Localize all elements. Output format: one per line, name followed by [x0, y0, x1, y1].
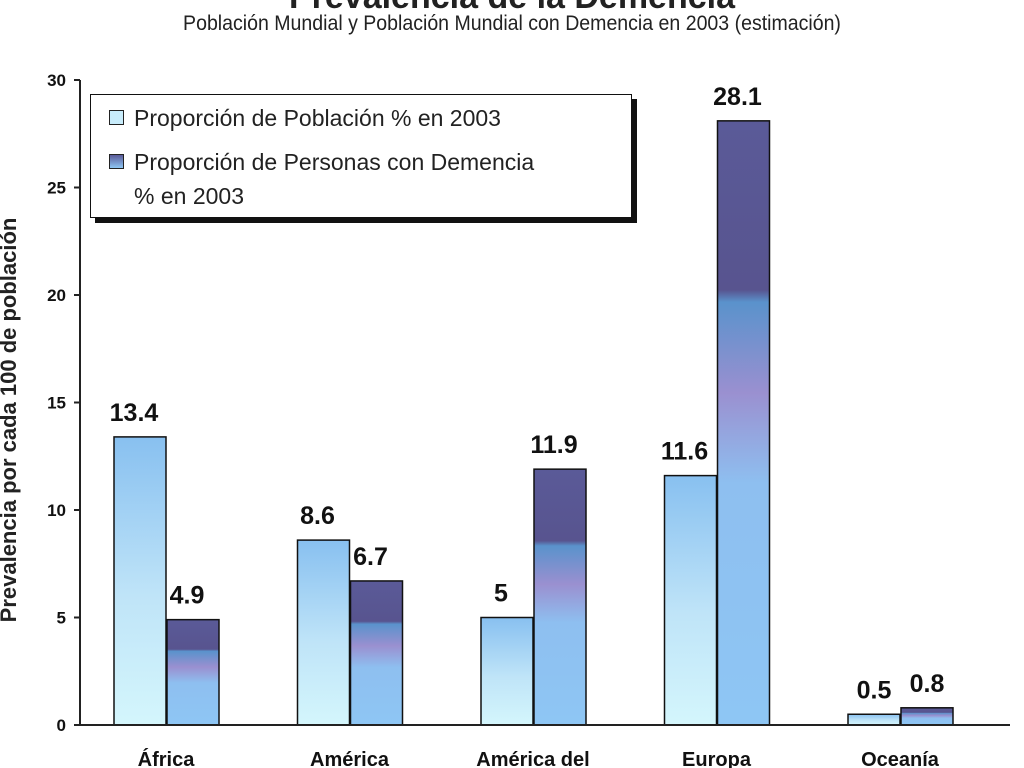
y-tick-label: 20 — [47, 286, 66, 305]
chart-subtitle: Población Mundial y Población Mundial co… — [183, 12, 841, 35]
legend-text-line1: Proporción de Personas con Demencia — [134, 149, 535, 175]
y-tick-label: 10 — [47, 501, 66, 520]
legend-swatch-dementia — [109, 154, 124, 169]
data-label: 11.9 — [530, 431, 577, 459]
chart-title: Prevalencia de la Demencia — [0, 0, 1024, 17]
x-tick-label: América del — [476, 749, 589, 768]
bar-dementia — [533, 468, 587, 726]
bar-population — [480, 616, 534, 726]
bar-dementia — [716, 120, 771, 726]
legend-item-dementia: Proporción de Personas con Demencia % en … — [109, 145, 534, 213]
legend-text-line2: % en 2003 — [134, 183, 244, 209]
y-tick-label: 0 — [57, 716, 66, 735]
data-label: 6.7 — [353, 543, 388, 571]
bar-dementia — [349, 580, 404, 726]
y-axis-label: Prevalencia por cada 100 de población — [0, 218, 21, 623]
bar-dementia — [900, 707, 954, 726]
legend-swatch-population — [109, 110, 124, 125]
data-label: 5 — [494, 580, 508, 608]
y-tick-label: 15 — [47, 394, 66, 413]
bar-population — [847, 713, 901, 726]
data-label: 13.4 — [110, 399, 159, 427]
data-label: 0.5 — [857, 676, 892, 704]
bar-population — [113, 436, 167, 726]
chart-legend: Proporción de Población % en 2003 Propor… — [90, 94, 632, 218]
bar-population — [663, 474, 718, 726]
legend-item-population: Proporción de Población % en 2003 — [109, 101, 501, 135]
y-tick-label: 30 — [47, 71, 66, 90]
x-tick-label: Oceanía — [861, 749, 940, 768]
y-tick-label: 5 — [57, 609, 66, 628]
x-tick-label: África — [138, 748, 196, 768]
data-label: 0.8 — [910, 670, 945, 698]
bar-population — [296, 539, 351, 726]
x-tick-label: Europa — [682, 749, 752, 768]
y-tick-label: 25 — [47, 179, 66, 198]
data-label: 4.9 — [170, 582, 205, 610]
data-label: 11.6 — [661, 438, 708, 466]
bar-dementia — [166, 618, 220, 726]
data-label: 28.1 — [713, 83, 762, 111]
x-tick-label: América — [310, 749, 390, 768]
data-label: 8.6 — [300, 502, 335, 530]
